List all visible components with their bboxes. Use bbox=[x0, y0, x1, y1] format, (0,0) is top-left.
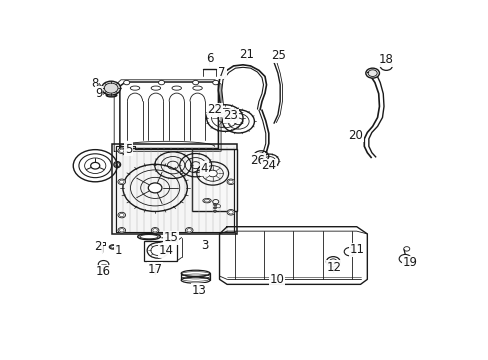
Text: 12: 12 bbox=[326, 261, 341, 274]
Circle shape bbox=[102, 81, 121, 95]
Text: 2: 2 bbox=[94, 240, 102, 253]
Text: 13: 13 bbox=[192, 284, 206, 297]
Circle shape bbox=[118, 212, 125, 218]
Circle shape bbox=[118, 148, 125, 153]
Circle shape bbox=[185, 228, 193, 233]
Text: 21: 21 bbox=[239, 48, 254, 61]
Text: 19: 19 bbox=[402, 256, 416, 269]
Bar bbox=[98, 242, 105, 245]
Text: 8: 8 bbox=[91, 77, 98, 90]
Text: 14: 14 bbox=[159, 244, 174, 257]
Text: 4: 4 bbox=[200, 162, 208, 175]
Text: 17: 17 bbox=[147, 262, 163, 276]
Bar bbox=[112, 144, 237, 234]
Circle shape bbox=[226, 210, 234, 215]
Text: 3: 3 bbox=[200, 239, 207, 252]
Circle shape bbox=[212, 80, 218, 85]
Circle shape bbox=[151, 228, 159, 233]
Text: 9: 9 bbox=[95, 87, 102, 100]
Text: 11: 11 bbox=[349, 243, 364, 256]
Text: 16: 16 bbox=[96, 265, 111, 278]
Text: 20: 20 bbox=[348, 129, 363, 142]
Circle shape bbox=[208, 170, 217, 177]
Circle shape bbox=[365, 68, 379, 78]
Text: 24: 24 bbox=[261, 159, 276, 172]
Text: 26: 26 bbox=[249, 154, 264, 167]
Text: 25: 25 bbox=[271, 49, 286, 62]
Text: 1: 1 bbox=[114, 244, 122, 257]
Circle shape bbox=[158, 80, 164, 85]
Text: 22: 22 bbox=[207, 103, 222, 116]
Text: 7: 7 bbox=[218, 66, 225, 79]
Bar bbox=[143, 241, 177, 261]
Circle shape bbox=[226, 179, 234, 185]
Circle shape bbox=[213, 207, 216, 209]
Circle shape bbox=[123, 80, 129, 85]
Bar bbox=[191, 149, 236, 211]
Circle shape bbox=[118, 228, 125, 233]
Circle shape bbox=[213, 203, 216, 206]
Text: 6: 6 bbox=[205, 52, 213, 65]
Text: 5: 5 bbox=[124, 143, 132, 156]
Circle shape bbox=[213, 210, 216, 212]
Text: 23: 23 bbox=[223, 109, 238, 122]
Text: 10: 10 bbox=[269, 273, 284, 286]
Circle shape bbox=[118, 179, 125, 185]
Circle shape bbox=[148, 183, 162, 193]
Circle shape bbox=[192, 80, 198, 85]
Text: 15: 15 bbox=[163, 231, 178, 244]
Circle shape bbox=[90, 162, 100, 169]
Text: 18: 18 bbox=[378, 53, 393, 66]
